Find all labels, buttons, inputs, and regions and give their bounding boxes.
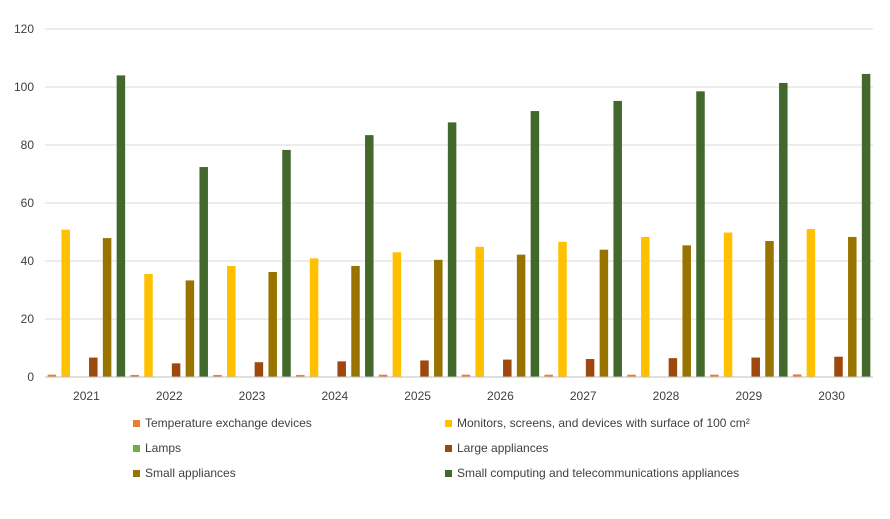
bar-small-computing-and-telecommunications-appliances-2025 xyxy=(448,122,457,377)
bars xyxy=(48,74,871,377)
bar-small-appliances-2029 xyxy=(765,241,774,377)
bar-small-appliances-2023 xyxy=(268,272,277,377)
bar-small-appliances-2028 xyxy=(682,245,691,377)
bar-small-computing-and-telecommunications-appliances-2024 xyxy=(365,135,374,377)
bar-large-appliances-2026 xyxy=(503,360,512,377)
bar-monitors-screens-and-devices-with-surface-of-100-cm-2025 xyxy=(393,252,402,377)
bar-monitors-screens-and-devices-with-surface-of-100-cm-2029 xyxy=(724,233,733,377)
legend-label: Lamps xyxy=(145,441,181,455)
x-tick-label: 2024 xyxy=(321,389,348,403)
bar-monitors-screens-and-devices-with-surface-of-100-cm-2028 xyxy=(641,237,650,377)
bar-monitors-screens-and-devices-with-surface-of-100-cm-2027 xyxy=(558,242,567,377)
bar-monitors-screens-and-devices-with-surface-of-100-cm-2030 xyxy=(807,229,816,377)
bar-small-appliances-2024 xyxy=(351,266,360,377)
bar-large-appliances-2022 xyxy=(172,363,181,377)
bar-small-appliances-2025 xyxy=(434,260,443,377)
bar-large-appliances-2023 xyxy=(255,362,264,377)
bar-large-appliances-2030 xyxy=(834,357,843,377)
y-tick-label: 0 xyxy=(27,370,34,384)
x-tick-label: 2027 xyxy=(570,389,597,403)
y-tick-label: 120 xyxy=(14,22,34,36)
y-tick-label: 60 xyxy=(21,196,35,210)
legend-label: Large appliances xyxy=(457,441,548,455)
bar-small-computing-and-telecommunications-appliances-2023 xyxy=(282,150,291,377)
legend: Temperature exchange devices Monitors, sc… xyxy=(133,416,750,480)
bar-monitors-screens-and-devices-with-surface-of-100-cm-2023 xyxy=(227,266,236,377)
bar-monitors-screens-and-devices-with-surface-of-100-cm-2026 xyxy=(475,247,484,377)
gridlines xyxy=(45,29,873,319)
bar-small-computing-and-telecommunications-appliances-2030 xyxy=(862,74,871,377)
bar-large-appliances-2028 xyxy=(669,358,678,377)
bar-small-computing-and-telecommunications-appliances-2028 xyxy=(696,91,705,377)
bar-small-computing-and-telecommunications-appliances-2021 xyxy=(117,75,126,377)
x-tick-label: 2029 xyxy=(735,389,762,403)
legend-label: Temperature exchange devices xyxy=(145,416,312,430)
bar-large-appliances-2024 xyxy=(337,361,346,377)
bar-small-appliances-2022 xyxy=(186,280,195,377)
x-tick-label: 2021 xyxy=(73,389,100,403)
bar-small-computing-and-telecommunications-appliances-2029 xyxy=(779,83,788,377)
bar-large-appliances-2021 xyxy=(89,358,98,377)
legend-swatch xyxy=(133,445,140,452)
y-tick-label: 40 xyxy=(21,254,35,268)
x-tick-label: 2030 xyxy=(818,389,845,403)
bar-monitors-screens-and-devices-with-surface-of-100-cm-2021 xyxy=(61,230,69,377)
legend-swatch xyxy=(445,445,452,452)
x-tick-label: 2023 xyxy=(239,389,266,403)
bar-small-appliances-2027 xyxy=(600,250,609,377)
bar-monitors-screens-and-devices-with-surface-of-100-cm-2022 xyxy=(144,274,153,377)
x-tick-label: 2028 xyxy=(653,389,680,403)
bar-small-appliances-2021 xyxy=(103,238,112,377)
legend-swatch xyxy=(445,420,452,427)
y-tick-label: 80 xyxy=(21,138,35,152)
legend-label: Monitors, screens, and devices with surf… xyxy=(457,416,750,430)
legend-swatch xyxy=(445,470,452,477)
bar-small-computing-and-telecommunications-appliances-2027 xyxy=(613,101,622,377)
x-tick-label: 2025 xyxy=(404,389,431,403)
legend-swatch xyxy=(133,470,140,477)
legend-swatch xyxy=(133,420,140,427)
axes: 0 20 40 60 80 100 120 2021 2022 2023 2024 2025 2026 2… xyxy=(14,22,873,403)
bar-small-appliances-2026 xyxy=(517,255,526,377)
legend-label: Small computing and telecommunications a… xyxy=(457,466,739,480)
x-tick-label: 2022 xyxy=(156,389,183,403)
x-tick-label: 2026 xyxy=(487,389,514,403)
bar-large-appliances-2029 xyxy=(751,358,760,377)
y-tick-label: 100 xyxy=(14,80,34,94)
bar-monitors-screens-and-devices-with-surface-of-100-cm-2024 xyxy=(310,258,319,377)
bar-small-computing-and-telecommunications-appliances-2026 xyxy=(531,111,540,377)
y-tick-label: 20 xyxy=(21,312,35,326)
bar-small-computing-and-telecommunications-appliances-2022 xyxy=(199,167,208,377)
bar-small-appliances-2030 xyxy=(848,237,857,377)
bar-large-appliances-2027 xyxy=(586,359,595,377)
bar-large-appliances-2025 xyxy=(420,360,429,377)
legend-label: Small appliances xyxy=(145,466,236,480)
